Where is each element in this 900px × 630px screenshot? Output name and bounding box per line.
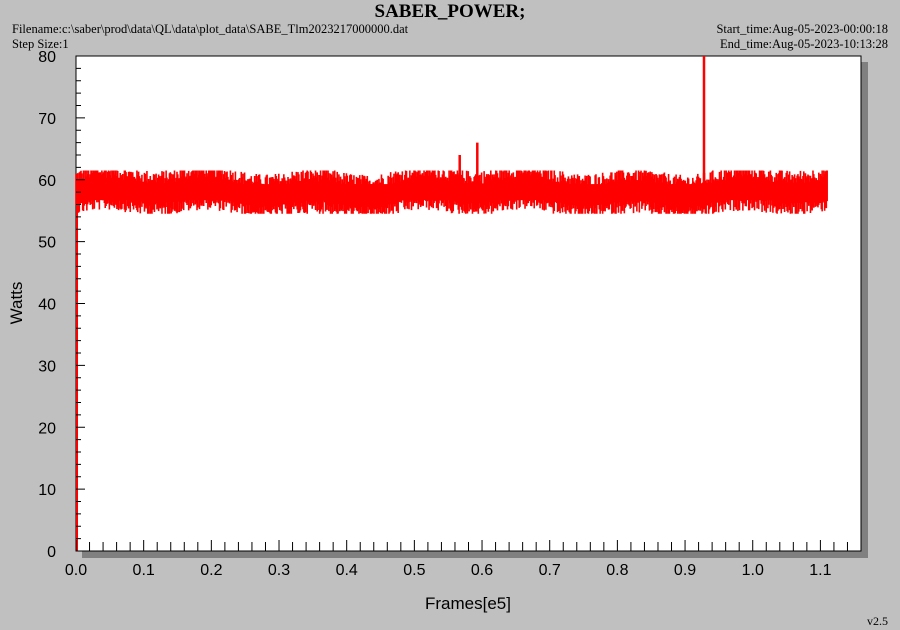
x-tick-label: 0.0 xyxy=(65,562,87,579)
y-tick-label: 20 xyxy=(38,420,56,437)
series-core xyxy=(76,184,828,201)
x-tick-label: 0.8 xyxy=(606,562,628,579)
y-tick-label: 50 xyxy=(38,235,56,252)
y-tick-label: 60 xyxy=(38,173,56,190)
y-tick-label: 40 xyxy=(38,297,56,314)
plot-area xyxy=(75,55,862,552)
version-label: v2.5 xyxy=(867,614,888,628)
x-tick-label: 0.6 xyxy=(471,562,493,579)
series-layer xyxy=(75,56,828,551)
chart-title: SABER_POWER; xyxy=(374,1,526,22)
y-tick-label: 0 xyxy=(47,544,56,561)
x-tick-label: 1.0 xyxy=(742,562,764,579)
x-tick-label: 0.9 xyxy=(674,562,696,579)
y-tick-label: 70 xyxy=(38,111,56,128)
x-tick-label: 0.4 xyxy=(336,562,358,579)
y-tick-label: 80 xyxy=(38,49,56,66)
x-tick-label: 0.2 xyxy=(200,562,222,579)
y-tick-label: 30 xyxy=(38,358,56,375)
y-tick-label: 10 xyxy=(38,482,56,499)
x-tick-label: 0.3 xyxy=(268,562,290,579)
x-tick-label: 0.7 xyxy=(539,562,561,579)
axes-layer: 0 10 20 30 40 50 60 70 80 0.0 0.1 0.2 0.3 0.4 0.5 0.6 0.… xyxy=(38,49,862,579)
x-axis-title: Frames[e5] xyxy=(425,594,511,613)
x-tick-label: 0.1 xyxy=(133,562,155,579)
filename-label: Filename:c:\saber\prod\data\QL\data\plot… xyxy=(12,22,409,36)
end-time-label: End_time:Aug-05-2023-10:13:28 xyxy=(719,37,888,51)
x-tick-label: 1.1 xyxy=(809,562,831,579)
y-axis-title: Watts xyxy=(7,282,26,325)
start-time-label: Start_time:Aug-05-2023-00:00:18 xyxy=(716,22,888,36)
x-tick-label: 0.5 xyxy=(403,562,425,579)
step-size-label: Step Size:1 xyxy=(12,37,69,51)
